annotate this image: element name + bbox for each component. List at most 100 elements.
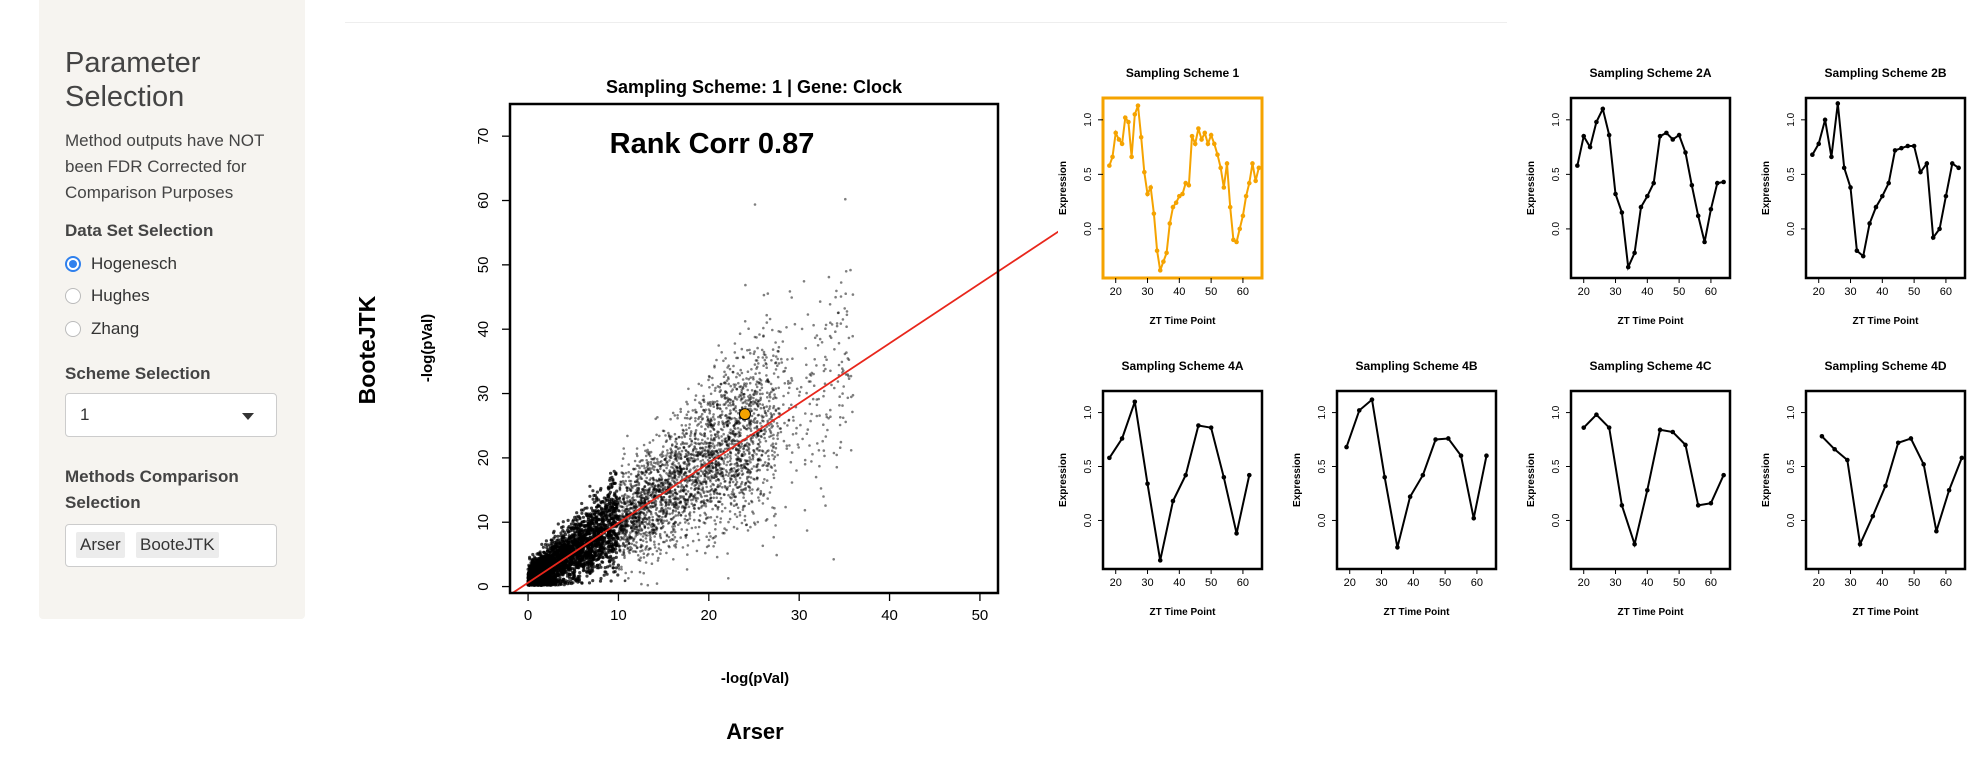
data-point: [751, 454, 755, 457]
data-point: [559, 582, 563, 587]
data-point: [581, 520, 585, 524]
data-point: [652, 500, 655, 504]
data-point: [674, 514, 678, 517]
data-point: [639, 538, 643, 542]
data-point: [717, 500, 720, 504]
data-point: [742, 496, 745, 499]
data-point: [834, 330, 837, 334]
data-point: [689, 487, 693, 490]
data-point: [639, 491, 643, 494]
data-point: [789, 460, 793, 464]
data-point: [752, 477, 755, 481]
data-point: [625, 531, 628, 535]
radio-hogenesch[interactable]: Hogenesch: [65, 251, 177, 277]
data-point: [693, 518, 696, 522]
data-point: [684, 521, 687, 524]
data-point: [673, 491, 677, 495]
chevron-down-icon: [242, 413, 254, 420]
data-point: [833, 386, 836, 390]
radio-hughes[interactable]: Hughes: [65, 283, 150, 309]
data-point: [620, 505, 624, 508]
data-point: [711, 415, 715, 419]
data-point: [762, 350, 766, 354]
data-point: [758, 388, 762, 392]
data-point: [809, 380, 812, 383]
method-chip-arser[interactable]: Arser: [76, 532, 125, 558]
data-point: [762, 406, 766, 409]
data-point: [719, 469, 722, 472]
data-point: [719, 517, 723, 520]
data-point: [743, 462, 746, 466]
data-point: [753, 350, 756, 353]
data-point: [733, 351, 737, 354]
data-point: [692, 510, 696, 514]
data-point: [698, 514, 702, 517]
data-point: [733, 439, 736, 443]
data-point: [612, 516, 617, 520]
data-point: [664, 502, 668, 506]
data-point: [741, 401, 745, 405]
radio-zhang[interactable]: Zhang: [65, 316, 139, 342]
data-point: [748, 348, 751, 352]
data-point: [827, 417, 830, 420]
data-point: [732, 408, 736, 412]
data-point: [673, 505, 676, 509]
data-point: [677, 523, 680, 526]
data-point: [741, 355, 745, 359]
data-point: [832, 558, 835, 561]
data-point: [649, 471, 653, 475]
data-point: [713, 462, 717, 465]
data-point: [776, 437, 779, 441]
data-point: [825, 415, 829, 419]
data-point: [645, 459, 648, 462]
data-point: [824, 367, 827, 371]
data-point: [709, 437, 713, 440]
data-point: [737, 395, 741, 399]
data-point: [667, 431, 670, 435]
data-point: [696, 464, 699, 468]
data-point: [585, 574, 589, 578]
data-point: [681, 432, 685, 435]
data-point: [675, 540, 679, 543]
data-point: [634, 499, 637, 502]
data-point: [586, 526, 590, 530]
data-point: [774, 355, 778, 358]
data-point: [716, 403, 719, 406]
scatter-title: Sampling Scheme: 1 | Gene: Clock: [606, 77, 903, 97]
data-point: [835, 324, 839, 328]
data-point: [825, 358, 828, 362]
data-point: [846, 396, 850, 400]
data-point: [703, 478, 706, 481]
data-point: [721, 472, 724, 476]
data-point: [740, 466, 743, 470]
data-point: [815, 414, 819, 418]
data-point: [745, 427, 749, 431]
data-point: [711, 507, 714, 511]
data-point: [818, 337, 822, 341]
data-point: [694, 496, 698, 500]
data-point: [802, 280, 806, 283]
data-point: [758, 333, 761, 336]
method-chip-bootejtk[interactable]: BooteJTK: [136, 532, 219, 558]
data-point: [656, 559, 660, 562]
data-point: [755, 425, 759, 428]
data-point: [632, 499, 635, 502]
data-point: [641, 535, 645, 538]
data-point: [685, 478, 689, 482]
methods-multiselect[interactable]: Arser BooteJTK: [65, 524, 277, 567]
data-point: [648, 521, 651, 524]
data-point: [698, 519, 702, 523]
data-point: [570, 561, 574, 565]
data-point: [727, 577, 730, 580]
data-point: [729, 428, 732, 432]
data-point: [741, 387, 745, 390]
data-point: [677, 457, 681, 460]
scheme-select[interactable]: 1: [65, 393, 277, 437]
data-point: [663, 463, 667, 467]
data-point: [619, 480, 623, 484]
data-point: [717, 420, 721, 424]
data-point: [611, 562, 615, 566]
data-point: [733, 397, 737, 400]
data-point: [684, 536, 688, 539]
data-point: [685, 413, 689, 417]
